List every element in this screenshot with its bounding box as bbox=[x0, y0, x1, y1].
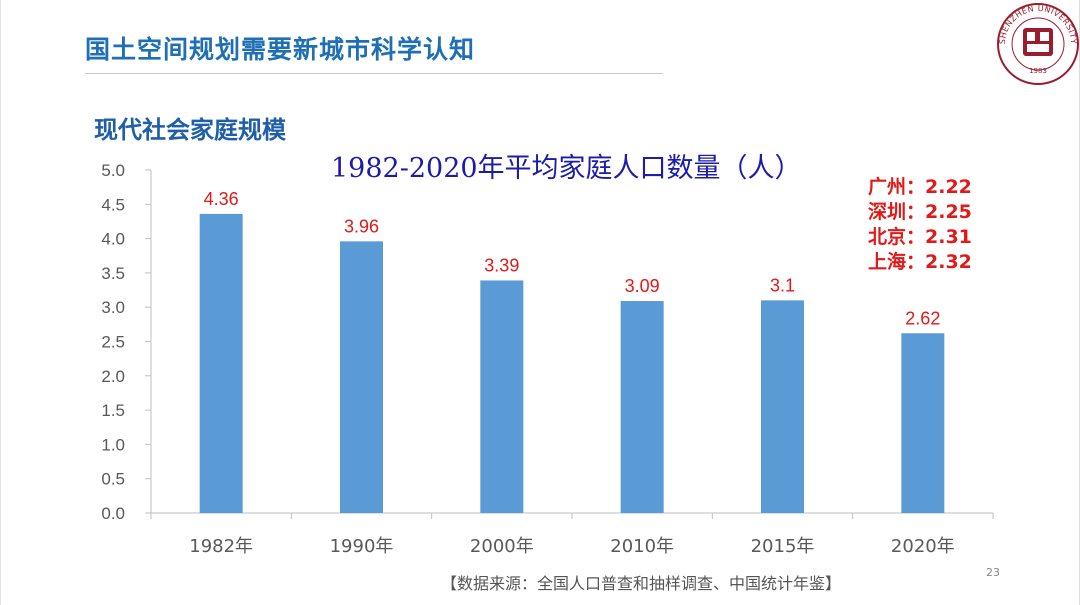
slide-subtitle: 现代社会家庭规模 bbox=[94, 116, 286, 144]
bar-data-label: 4.36 bbox=[204, 189, 239, 209]
bar-data-label: 2.62 bbox=[905, 308, 940, 328]
bar bbox=[620, 301, 664, 513]
bar-data-label: 3.09 bbox=[625, 276, 660, 296]
slide-title: 国土空间规划需要新城市科学认知 bbox=[85, 35, 476, 64]
chart-title: 1982-2020年平均家庭人口数量（人） bbox=[331, 153, 802, 184]
logo-year: 1983 bbox=[1029, 67, 1047, 75]
data-source-note: 【数据来源：全国人口普查和抽样调查、中国统计年鉴】 bbox=[441, 574, 842, 593]
y-tick-label: 5.0 bbox=[101, 161, 125, 180]
title-divider bbox=[85, 73, 663, 74]
y-tick-label: 0.0 bbox=[101, 504, 125, 523]
x-tick-label: 1990年 bbox=[330, 536, 394, 557]
city-value-shanghai: 上海：2.32 bbox=[868, 251, 972, 273]
bar bbox=[480, 280, 524, 513]
x-tick-label: 2020年 bbox=[891, 536, 955, 557]
bar-data-label: 3.96 bbox=[344, 216, 379, 236]
y-tick-label: 1.5 bbox=[101, 401, 125, 420]
y-tick-label: 2.0 bbox=[101, 367, 125, 386]
city-household-callout: 广州：2.22 深圳：2.25 北京：2.31 上海：2.32 bbox=[868, 175, 972, 275]
x-tick-label: 2015年 bbox=[751, 536, 815, 557]
bar bbox=[761, 300, 804, 513]
city-value-guangzhou: 广州：2.22 bbox=[868, 176, 972, 198]
y-tick-label: 1.0 bbox=[101, 435, 125, 454]
city-value-shenzhen: 深圳：2.25 bbox=[868, 201, 972, 223]
university-seal-logo: SHENZHEN UNIVERSITY 1983 bbox=[997, 3, 1079, 85]
y-tick-label: 0.5 bbox=[101, 470, 125, 489]
x-tick-label: 2010年 bbox=[610, 536, 674, 557]
bar-data-label: 3.39 bbox=[484, 255, 519, 275]
bar bbox=[199, 213, 243, 514]
y-tick-label: 2.5 bbox=[101, 333, 125, 352]
x-tick-label: 2000年 bbox=[470, 536, 534, 557]
y-tick-label: 4.0 bbox=[101, 230, 125, 249]
page-number: 23 bbox=[986, 566, 1000, 579]
y-tick-label: 3.5 bbox=[101, 264, 125, 283]
y-tick-label: 3.0 bbox=[101, 298, 125, 317]
bar-data-label: 3.1 bbox=[770, 275, 795, 295]
y-tick-label: 4.5 bbox=[101, 195, 125, 214]
x-tick-label: 1982年 bbox=[189, 536, 253, 557]
bar bbox=[901, 333, 945, 513]
bar bbox=[340, 241, 383, 513]
city-value-beijing: 北京：2.31 bbox=[868, 226, 972, 248]
